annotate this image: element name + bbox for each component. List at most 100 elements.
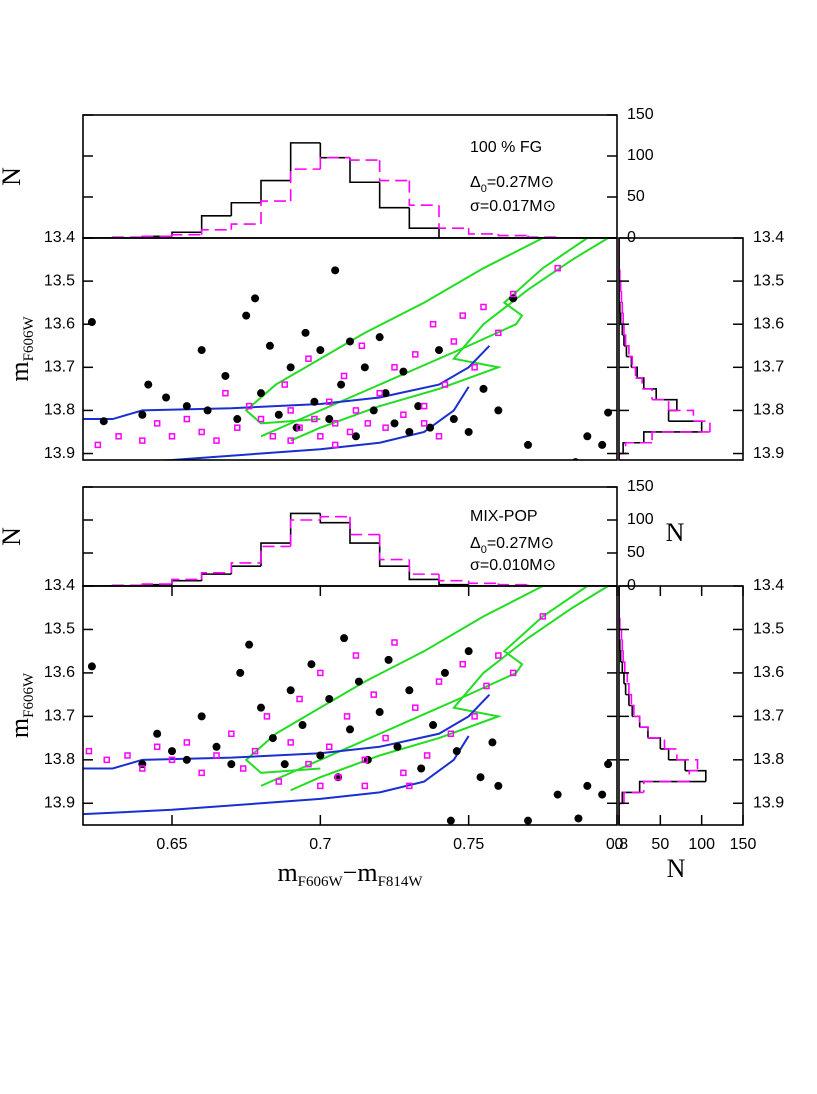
star-point xyxy=(393,742,402,751)
histogram-step xyxy=(633,715,641,728)
star-point xyxy=(296,695,303,703)
star-point xyxy=(331,420,339,427)
text-part: Δ xyxy=(470,535,481,552)
star-point xyxy=(227,760,236,769)
histogram-step xyxy=(289,519,321,547)
star-point xyxy=(265,341,274,350)
star-point xyxy=(412,704,419,711)
star-point xyxy=(212,742,221,751)
histogram-step xyxy=(643,780,690,793)
star-point xyxy=(391,364,398,371)
star-point xyxy=(420,420,428,427)
histogram-step xyxy=(668,409,695,422)
histogram-step xyxy=(408,207,439,229)
star-point xyxy=(115,433,122,440)
star-point xyxy=(162,393,171,402)
y-tick-label: 13.4 xyxy=(44,577,75,594)
y-axis-label: N xyxy=(0,167,26,186)
histogram-step xyxy=(620,291,623,303)
x-tick-label: 0.65 xyxy=(156,836,187,853)
histogram-step xyxy=(349,157,380,184)
star-point xyxy=(325,694,334,703)
star-point xyxy=(351,432,360,441)
y-tick-label: 13.7 xyxy=(753,359,784,376)
star-point xyxy=(604,760,613,769)
star-point xyxy=(269,433,277,440)
star-point xyxy=(376,389,383,397)
star-point xyxy=(435,433,443,440)
y-tick-label: 13.8 xyxy=(44,402,75,419)
histogram-step xyxy=(639,726,649,739)
star-point xyxy=(459,312,466,319)
star-point xyxy=(139,437,146,444)
histogram-step xyxy=(676,759,699,771)
y-tick-label: 150 xyxy=(627,106,654,123)
y-tick-label: 13.7 xyxy=(44,359,75,376)
star-point xyxy=(325,415,334,424)
y-tick-label: 13.5 xyxy=(753,272,784,289)
y-tick-label: 13.5 xyxy=(44,272,75,289)
y-tick-label: 13.9 xyxy=(753,445,784,462)
subscript: 0 xyxy=(481,544,487,556)
histogram-step xyxy=(622,312,624,325)
star-point xyxy=(316,751,325,760)
star-point xyxy=(399,367,408,376)
y-tick-label: 50 xyxy=(627,544,645,561)
star-point xyxy=(361,782,369,790)
histogram-step xyxy=(289,168,321,202)
star-point xyxy=(325,743,333,751)
star-point xyxy=(340,634,349,643)
histogram-step xyxy=(467,580,499,585)
star-point xyxy=(251,747,259,755)
star-point xyxy=(183,739,191,746)
histogram-step xyxy=(622,441,644,454)
star-point xyxy=(495,652,502,659)
histogram-step xyxy=(260,179,291,203)
annotation: σ=0.010M⊙ xyxy=(470,557,556,574)
star-point xyxy=(183,415,191,423)
y-tick-label: 13.5 xyxy=(44,621,75,638)
histogram-step xyxy=(632,366,637,379)
x-tick-label: 0.8 xyxy=(606,836,628,853)
y-tick-label: 13.9 xyxy=(753,794,784,811)
star-point xyxy=(429,721,438,730)
histogram-step xyxy=(635,377,643,389)
histogram-step xyxy=(619,280,622,292)
y-tick-label: 13.8 xyxy=(44,751,75,768)
star-point xyxy=(361,756,369,764)
histogram-step xyxy=(230,223,261,230)
star-point xyxy=(406,782,413,790)
star-point xyxy=(390,419,399,428)
histogram-step xyxy=(527,235,558,238)
model-curve xyxy=(290,586,609,792)
star-point xyxy=(352,407,360,414)
star-point xyxy=(331,441,339,449)
histogram-step xyxy=(623,791,644,804)
star-point xyxy=(168,756,176,764)
star-point xyxy=(381,389,390,398)
star-point xyxy=(400,769,407,777)
star-point xyxy=(236,668,245,677)
annotation: 100 % FG xyxy=(470,139,542,156)
star-point xyxy=(471,713,478,720)
star-point xyxy=(317,669,324,677)
star-point xyxy=(417,764,426,773)
histogram-step xyxy=(624,441,653,454)
y-axis-label: N xyxy=(0,527,26,546)
histogram-step xyxy=(289,512,321,544)
star-point xyxy=(221,371,230,380)
star-point xyxy=(405,686,414,695)
histogram-step xyxy=(378,160,410,182)
star-point xyxy=(245,640,254,649)
star-point xyxy=(524,440,532,449)
star-point xyxy=(450,338,458,345)
histogram-step xyxy=(693,420,711,432)
star-point xyxy=(420,402,428,410)
star-point xyxy=(138,410,147,419)
histogram-step xyxy=(619,312,622,325)
model-curve xyxy=(260,586,588,787)
histogram-step xyxy=(467,228,499,235)
star-point xyxy=(275,778,283,785)
histogram-step xyxy=(408,559,439,575)
